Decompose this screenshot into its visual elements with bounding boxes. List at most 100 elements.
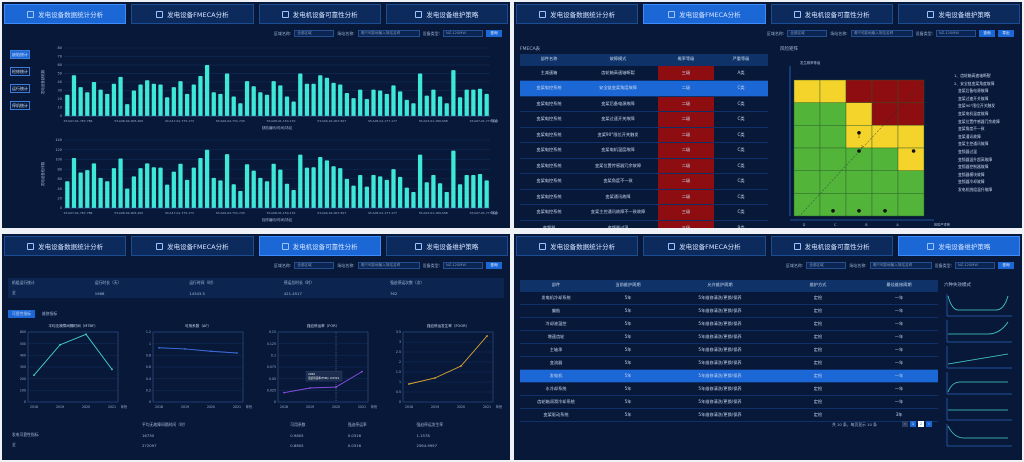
export-button[interactable]: 导出 bbox=[998, 30, 1014, 37]
area-select[interactable]: 全部区域 bbox=[806, 262, 847, 269]
fmeca-row[interactable]: 变频器 变频器过温 三级 B类 bbox=[520, 220, 768, 228]
bar bbox=[311, 167, 316, 208]
fmeca-table: 部件名称 故障模式 概率等级 严重等级 主减速箱 齿轮箱高速轴断裂 三级 A类 变桨电控… bbox=[520, 54, 768, 228]
tab-fmeca[interactable]: 发电设备FMECA分析 bbox=[643, 4, 766, 24]
maintenance-row[interactable]: 冷却液温控 5年 5年维修清洗/更换/保养 定检 一年 bbox=[520, 317, 938, 331]
query-button[interactable]: 查询 bbox=[979, 30, 995, 37]
maintenance-row[interactable]: 发电机冷却系统 5年 5年维修清洗/更换/保养 定检 一年 bbox=[520, 291, 938, 305]
tab-reliability[interactable]: 发电机设备可靠性分析 bbox=[770, 4, 893, 24]
tab-maintenance[interactable]: 发电设备维护策略 bbox=[897, 236, 1020, 256]
maintenance-row[interactable]: 发电机 5年 5年维修清洗/更换/保养 定检 一年 bbox=[520, 369, 938, 383]
fmeca-cell: 二级 bbox=[658, 96, 714, 112]
prev-page-button[interactable]: ‹ bbox=[902, 421, 908, 427]
maintenance-cell: 5年 bbox=[592, 382, 664, 396]
bar bbox=[251, 86, 256, 116]
fmeca-cell: A类 bbox=[714, 65, 768, 81]
search-icon bbox=[156, 10, 164, 18]
y-tick-label: 500 bbox=[20, 342, 26, 346]
maintenance-cell: 定检 bbox=[776, 395, 860, 409]
tab-maintenance[interactable]: 发电设备维护策略 bbox=[897, 4, 1020, 24]
y-tick-label: 300 bbox=[20, 365, 26, 369]
side-defect-button[interactable]: 缺陷统计 bbox=[10, 50, 30, 59]
device-select[interactable]: NZ-120MW bbox=[443, 30, 483, 37]
fmeca-row[interactable]: 变桨电控系统 变桨通讯故障 二级 C类 bbox=[520, 189, 768, 205]
page-1-button[interactable]: 1 bbox=[910, 421, 916, 427]
x-axis-end-label: 年份 bbox=[121, 404, 128, 409]
device-select[interactable]: NZ-120MW bbox=[936, 30, 976, 37]
tab-repair-index[interactable]: 维修指标 bbox=[41, 311, 58, 316]
chart-title: 强迫停运发生率（FOOR） bbox=[427, 323, 470, 328]
x-tick-label: 2018 bbox=[405, 405, 413, 409]
tooltip-box bbox=[305, 370, 343, 382]
maintenance-cell: 5年维修清洗/更换/保养 bbox=[664, 408, 776, 422]
query-button[interactable]: 查询 bbox=[998, 262, 1014, 269]
fmeca-row[interactable]: 变桨电控系统 安全链变桨角度故障 二级 C类 bbox=[520, 80, 768, 97]
bar bbox=[451, 150, 456, 208]
x-tick-label: ST-A04-01-007-507 bbox=[317, 119, 346, 123]
tab-fmeca[interactable]: 发电设备FMECA分析 bbox=[131, 236, 254, 256]
device-select[interactable]: NZ-120MW bbox=[443, 262, 483, 269]
maintenance-row[interactable]: 变流器 5年 5年维修清洗/更换/保养 定检 一年 bbox=[520, 356, 938, 370]
fmeca-row[interactable]: 变桨电控系统 变桨电机温度故障 二级 C类 bbox=[520, 142, 768, 159]
tab-statistics[interactable]: 发电设备数据统计分析 bbox=[516, 236, 639, 256]
next-page-button[interactable]: › bbox=[926, 421, 932, 427]
x-axis-label: 检修编码/时间/场站 bbox=[262, 217, 293, 222]
tab-statistics[interactable]: 发电设备数据统计分析 bbox=[4, 4, 127, 24]
maintenance-row[interactable]: 增速齿轮 5年 5年维修清洗/更换/保养 定检 一年 bbox=[520, 330, 938, 344]
data-point bbox=[335, 386, 337, 388]
station-input[interactable]: 请尺可能地输入场站名称 bbox=[357, 30, 420, 37]
fmeca-row[interactable]: 变桨电控系统 变桨后备电源故障 二级 C类 bbox=[520, 96, 768, 112]
maintenance-row[interactable]: 主轴承 5年 5年维修清洗/更换/保养 定检 一年 bbox=[520, 343, 938, 357]
maintenance-row[interactable]: 变桨驱动系统 5年 5年维修清洗/更换/保养 定检 3年 bbox=[520, 408, 938, 422]
x-tick-label: 2020 bbox=[332, 405, 340, 409]
page-2-button[interactable]: 2 bbox=[918, 421, 924, 427]
fmeca-cell: 变频器过温 bbox=[578, 220, 658, 228]
maintenance-row[interactable]: 水冷却系统 5年 5年维修清洗/更换/保养 定检 一年 bbox=[520, 382, 938, 396]
tab-maintenance[interactable]: 发电设备维护策略 bbox=[385, 4, 508, 24]
side-run-button[interactable]: 运行统计 bbox=[10, 84, 30, 93]
matrix-cell bbox=[819, 79, 847, 103]
bar bbox=[278, 169, 283, 208]
filter-bar: 区域名称: 全部区域 场站名称: 请尺可能地输入场站名称 设备类型: NZ-12… bbox=[786, 262, 1014, 269]
fmeca-row[interactable]: 变桨电控系统 变桨过速开关故障 二级 C类 bbox=[520, 111, 768, 128]
tab-maintenance[interactable]: 发电设备维护策略 bbox=[385, 236, 508, 256]
station-input[interactable]: 请尺可能地输入场站名称 bbox=[850, 30, 913, 37]
fmeca-row[interactable]: 变桨电控系统 变桨角度不一致 二级 C类 bbox=[520, 173, 768, 190]
area-select[interactable]: 全部区域 bbox=[294, 30, 335, 37]
tab-reliability[interactable]: 发电机设备可靠性分析 bbox=[258, 4, 381, 24]
search-icon bbox=[668, 10, 676, 18]
area-select[interactable]: 全部区域 bbox=[787, 30, 828, 37]
fmeca-row[interactable]: 主减速箱 齿轮箱高速轴断裂 三级 A类 bbox=[520, 65, 768, 81]
tab-statistics[interactable]: 发电设备数据统计分析 bbox=[4, 236, 127, 256]
series-line bbox=[408, 335, 488, 385]
fmeca-row[interactable]: 变桨电控系统 变桨位置传感器冗余故障 二级 C类 bbox=[520, 158, 768, 174]
tab-reliability[interactable]: 发电机设备可靠性分析 bbox=[770, 236, 893, 256]
device-select[interactable]: NZ-120MW bbox=[955, 262, 995, 269]
side-stop-button[interactable]: 停机统计 bbox=[10, 101, 30, 110]
maintenance-row[interactable]: 偏航 5年 5年维修清洗/更换/保养 定检 一年 bbox=[520, 304, 938, 318]
station-input[interactable]: 请尺可能地输入场站名称 bbox=[869, 262, 932, 269]
area-select[interactable]: 全部区域 bbox=[294, 262, 335, 269]
bar bbox=[358, 174, 363, 208]
y-tick-label: 0.2 bbox=[146, 389, 151, 393]
matrix-cell bbox=[871, 170, 899, 194]
x-tick-label: ST-A07-01-787-786 bbox=[64, 211, 93, 215]
station-input[interactable]: 请尺可能地输入场站名称 bbox=[357, 262, 420, 269]
tab-reliability-index[interactable]: 可靠性指标 bbox=[8, 310, 35, 318]
query-button[interactable]: 查询 bbox=[486, 30, 502, 37]
tab-fmeca[interactable]: 发电设备FMECA分析 bbox=[131, 4, 254, 24]
tab-statistics[interactable]: 发电设备数据统计分析 bbox=[516, 4, 639, 24]
bar bbox=[191, 84, 196, 116]
query-button[interactable]: 查询 bbox=[486, 262, 502, 269]
fmeca-row[interactable]: 变桨电控系统 变桨主控通讯故障不一致故障 三级 C类 bbox=[520, 204, 768, 221]
matrix-cell bbox=[871, 193, 899, 217]
maintenance-row[interactable]: 齿轮箱润滑冷却系统 5年 5年维修清洗/更换/保养 定检 一年 bbox=[520, 395, 938, 409]
tab-fmeca[interactable]: 发电设备FMECA分析 bbox=[643, 236, 766, 256]
side-repair-button[interactable]: 检修统计 bbox=[10, 67, 30, 76]
tab-reliability[interactable]: 发电机设备可靠性分析 bbox=[258, 236, 381, 256]
y-tick-label: 20 bbox=[58, 97, 62, 101]
filter-bar: 区域名称: 全部区域 场站名称: 请尺可能地输入场站名称 设备类型: NZ-12… bbox=[274, 262, 502, 269]
fmeca-row[interactable]: 变桨电控系统 变桨90°限位开关触发 二级 C类 bbox=[520, 127, 768, 143]
x-tick-label: 2018 bbox=[30, 405, 38, 409]
maintenance-cell: 冷却液温控 bbox=[520, 317, 592, 331]
